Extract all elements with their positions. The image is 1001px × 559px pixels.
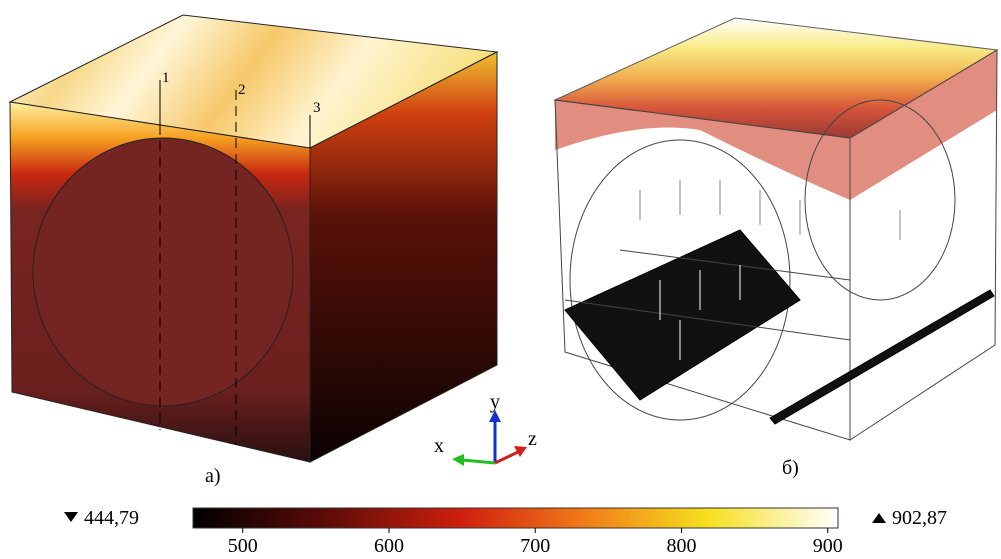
tick-label: 600 <box>374 535 404 554</box>
panel-label: б) <box>782 457 799 479</box>
tick-label: 800 <box>667 535 697 554</box>
max-label: 902,87 <box>892 507 947 529</box>
tick-label: 700 <box>520 535 550 554</box>
figure: 1 2 3 а) б) x y z 444, <box>0 0 1001 554</box>
panel-label: а) <box>205 465 221 487</box>
section-label: 3 <box>313 100 321 116</box>
section-label: 1 <box>162 70 170 86</box>
min-marker <box>64 512 78 522</box>
axis-label: x <box>434 435 444 457</box>
cube-a <box>10 15 497 462</box>
axis-label: y <box>490 391 500 413</box>
tick-label: 500 <box>228 535 258 554</box>
axis-label: z <box>528 428 537 450</box>
max-marker <box>872 513 886 523</box>
tick-label: 900 <box>813 535 843 554</box>
colorbar <box>193 508 838 528</box>
axes-triad <box>452 410 527 466</box>
min-label: 444,79 <box>84 507 139 529</box>
section-label: 2 <box>238 82 246 98</box>
cube-b <box>555 18 997 440</box>
